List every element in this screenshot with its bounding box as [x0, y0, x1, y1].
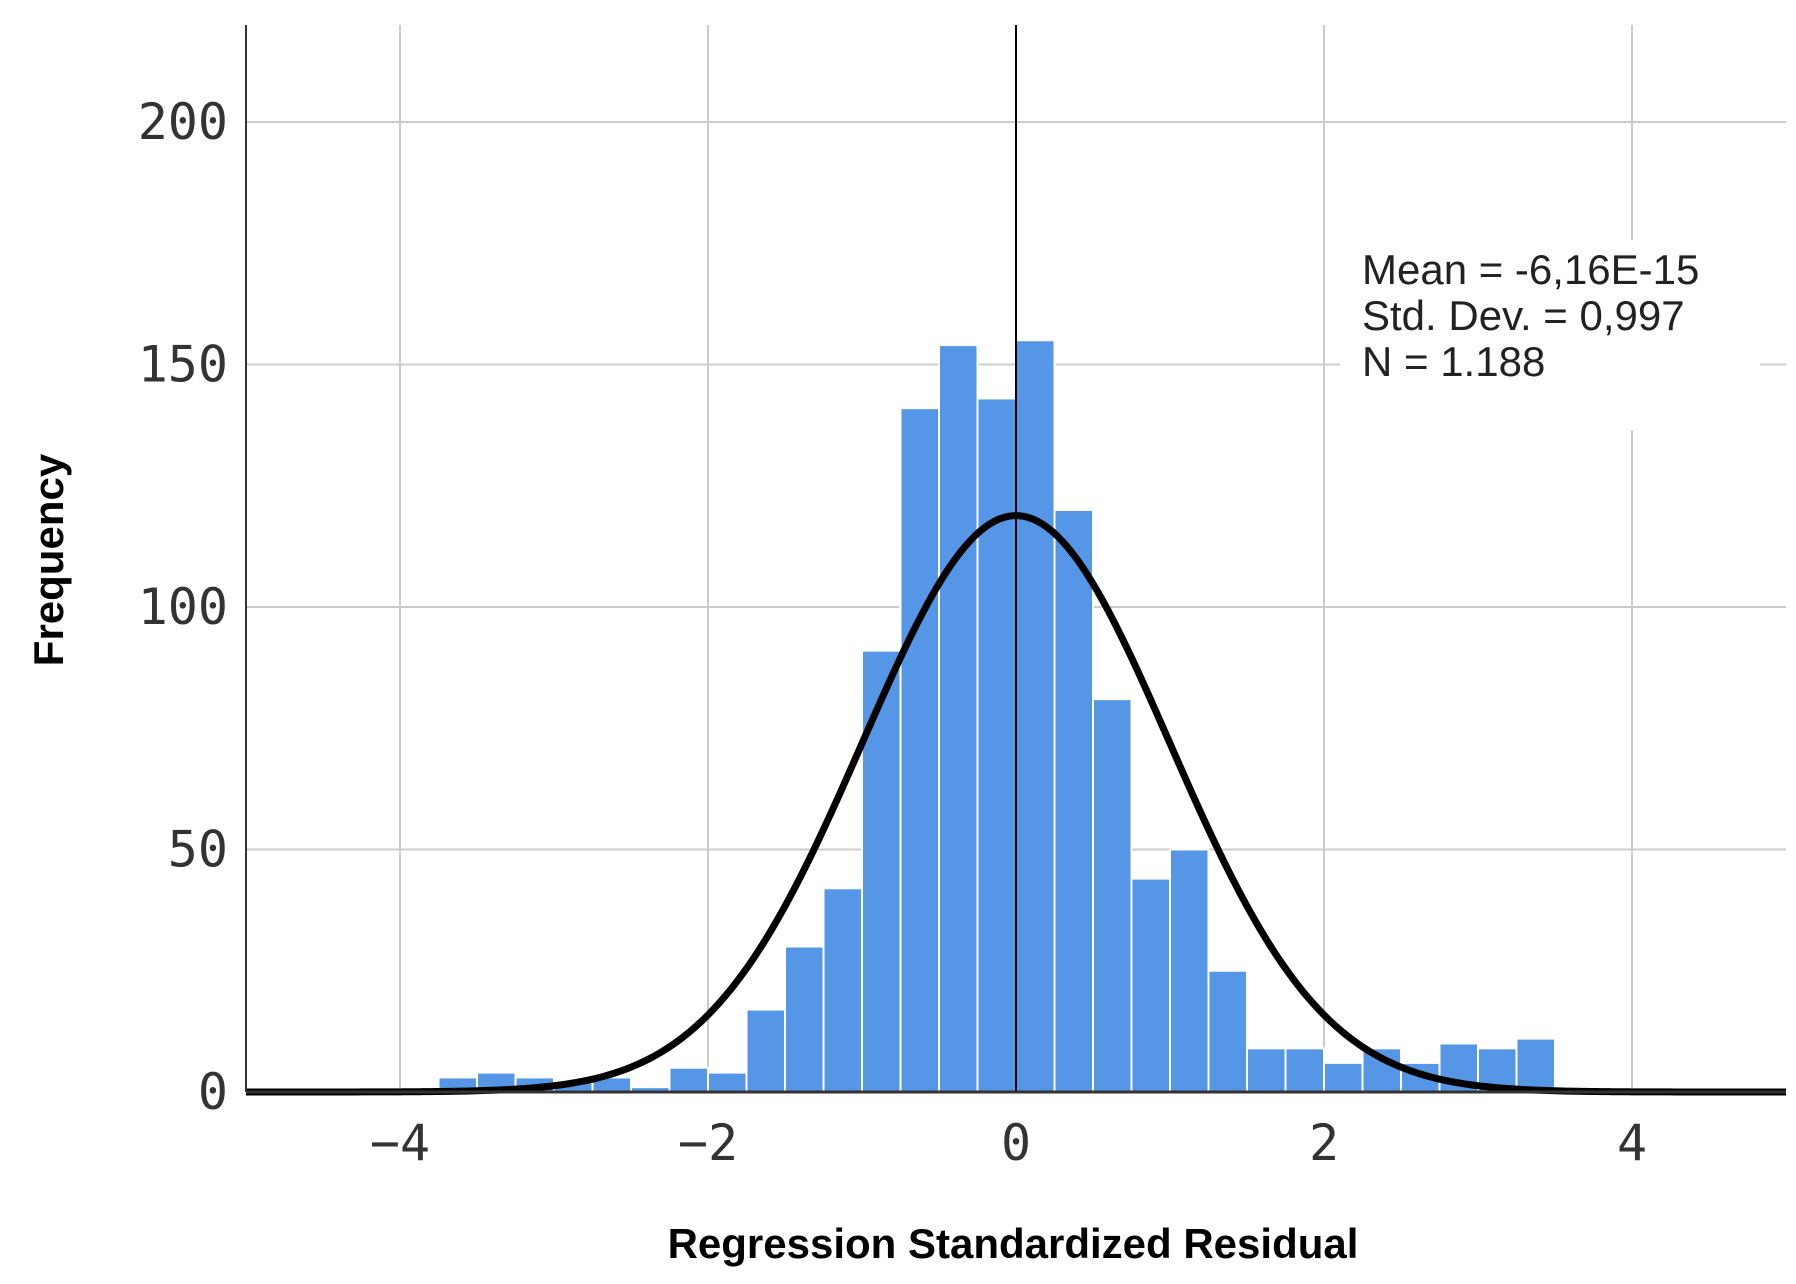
histogram-bar [976, 397, 1017, 1093]
x-tick-label: −2 [678, 1114, 738, 1172]
histogram-bar [822, 887, 863, 1093]
x-tick-labels: −4 −2 0 2 4 [370, 1114, 1647, 1172]
histogram-bar [1130, 877, 1171, 1093]
histogram-bar [784, 945, 825, 1093]
histogram-bar [1284, 1047, 1325, 1093]
histogram-bar [1169, 848, 1210, 1093]
y-tick-label: 100 [138, 578, 228, 636]
y-tick-label: 50 [168, 821, 228, 879]
histogram-bar [1053, 509, 1094, 1093]
y-axis-title: Frequency [25, 453, 72, 666]
y-tick-label: 0 [198, 1063, 228, 1121]
histogram-bar [745, 1008, 786, 1093]
x-tick-label: 4 [1617, 1114, 1647, 1172]
histogram-bar [707, 1071, 748, 1093]
y-tick-labels: 0 50 100 150 200 [138, 93, 228, 1121]
x-tick-label: 2 [1309, 1114, 1339, 1172]
x-gridlines [399, 25, 1633, 1092]
histogram-bar [1092, 698, 1133, 1094]
histogram-bar [1246, 1047, 1287, 1093]
histogram-bar [1015, 339, 1056, 1093]
x-tick-label: 0 [1001, 1114, 1031, 1172]
histogram-bar [899, 407, 940, 1093]
x-tick-label: −4 [370, 1114, 430, 1172]
histogram-bar [668, 1066, 709, 1093]
stat-std-dev: Std. Dev. = 0,997 [1362, 292, 1685, 339]
y-tick-label: 150 [138, 336, 228, 394]
x-axis-title: Regression Standardized Residual [668, 1220, 1359, 1267]
histogram-bar [1207, 969, 1248, 1093]
stat-n: N = 1.188 [1362, 338, 1545, 385]
stat-mean: Mean = -6,16E-15 [1362, 246, 1699, 293]
histogram-bar [1323, 1061, 1364, 1094]
stats-box-background [1340, 240, 1760, 430]
histogram-bar [861, 649, 902, 1094]
histogram-bar [1515, 1037, 1556, 1094]
histogram-bar [938, 344, 979, 1094]
y-tick-label: 200 [138, 93, 228, 151]
